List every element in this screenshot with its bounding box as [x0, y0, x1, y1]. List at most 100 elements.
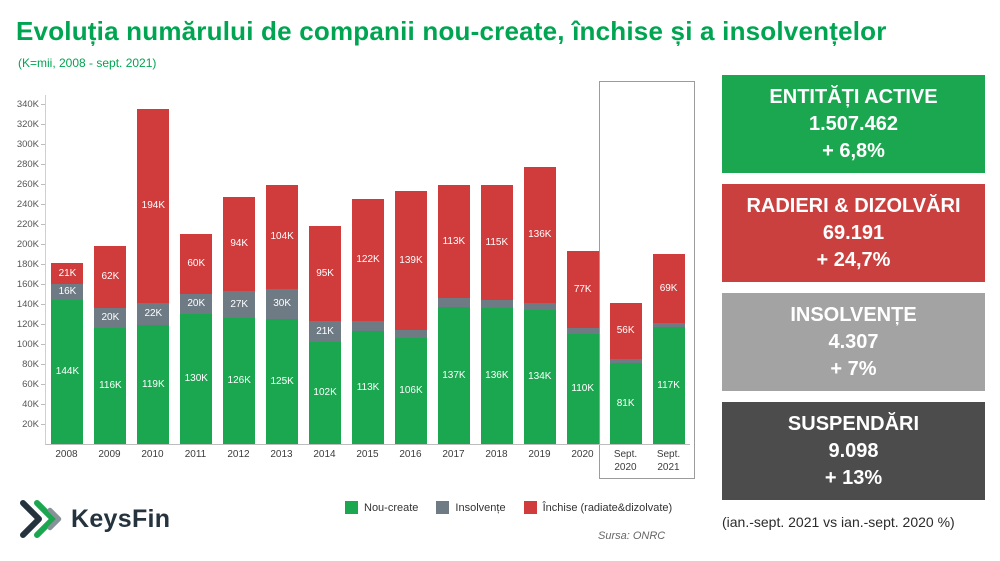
- segment-value-label: 81K: [616, 397, 635, 409]
- y-tick-label: 340K: [16, 99, 39, 110]
- segment-value-label: 62K: [101, 271, 120, 282]
- segment-insolvențe: 27K: [223, 291, 256, 318]
- segment-insolvențe: [566, 328, 599, 334]
- y-tick-mark: [41, 164, 45, 165]
- segment-value-label: 194K: [141, 200, 166, 211]
- bar-sept.-2021: 117K 69K: [647, 95, 690, 444]
- y-tick-mark: [41, 204, 45, 205]
- stacked-bar: 117K 69K: [652, 254, 685, 444]
- legend-label: Nou-create: [364, 501, 419, 514]
- comparison-footnote: (ian.-sept. 2021 vs ian.-sept. 2020 %): [722, 514, 955, 530]
- bar-2010: 119K 22K 194K: [132, 95, 175, 444]
- segment-închise-(radiate&dizolvate): 62K: [94, 246, 127, 308]
- segment-nou-create: 136K: [480, 308, 513, 444]
- stacked-bar: 137K 113K: [437, 185, 470, 444]
- bar-2018: 136K 115K: [475, 95, 518, 444]
- y-tick-mark: [41, 104, 45, 105]
- bar-2015: 113K 122K: [347, 95, 390, 444]
- segment-value-label: 136K: [485, 370, 509, 381]
- stat-change: + 7%: [830, 358, 877, 380]
- page-title: Evoluția numărului de companii nou-creat…: [16, 16, 887, 46]
- x-tick-label: 2014: [313, 449, 336, 460]
- y-tick-mark: [41, 304, 45, 305]
- y-tick-label: 80K: [22, 359, 39, 370]
- segment-insolvențe: [609, 359, 642, 363]
- x-tick-label: 2010: [141, 449, 164, 460]
- segment-închise-(radiate&dizolvate): 122K: [352, 199, 385, 321]
- y-tick-mark: [41, 224, 45, 225]
- segment-value-label: 27K: [230, 298, 249, 310]
- segment-value-label: 102K: [313, 387, 337, 398]
- segment-value-label: 122K: [356, 254, 380, 265]
- stat-value: 9.098: [828, 440, 879, 462]
- segment-insolvențe: 21K: [309, 321, 342, 342]
- segment-value-label: 139K: [399, 254, 423, 266]
- stats-panel: ENTITĂȚI ACTIVE 1.507.462 + 6,8% RADIERI…: [722, 75, 985, 530]
- stat-title: RADIERI & DIZOLVĂRI: [746, 195, 961, 217]
- stacked-bar: 116K 20K 62K: [94, 246, 127, 444]
- segment-value-label: 16K: [58, 286, 77, 297]
- y-tick-label: 20K: [22, 419, 39, 430]
- y-tick-label: 220K: [16, 219, 39, 230]
- segment-nou-create: 137K: [437, 307, 470, 444]
- segment-value-label: 126K: [227, 375, 251, 386]
- segment-value-label: 144K: [55, 366, 80, 377]
- segment-value-label: 30K: [273, 298, 292, 309]
- segment-value-label: 116K: [99, 380, 122, 391]
- segment-value-label: 94K: [230, 238, 249, 249]
- bar-sept.-2020: 81K 56K: [604, 95, 647, 444]
- y-tick-mark: [41, 384, 45, 385]
- y-tick-label: 120K: [16, 319, 39, 330]
- segment-value-label: 119K: [142, 378, 165, 390]
- y-tick-label: 280K: [16, 159, 39, 170]
- segment-value-label: 20K: [187, 298, 206, 309]
- bar-2019: 134K 136K: [518, 95, 561, 444]
- chart-legend: Nou-create Insolvențe Închise (radiate&diz…: [345, 501, 672, 514]
- segment-value-label: 110K: [571, 383, 595, 394]
- segment-value-label: 60K: [187, 258, 206, 269]
- segment-închise-(radiate&dizolvate): 95K: [309, 226, 342, 321]
- segment-nou-create: 116K: [94, 328, 127, 444]
- bar-2009: 116K 20K 62K: [89, 95, 132, 444]
- x-tick-label: 2017: [442, 449, 465, 460]
- segment-închise-(radiate&dizolvate): 139K: [394, 191, 427, 330]
- stacked-bar: 134K 136K: [523, 167, 556, 444]
- segment-value-label: 136K: [528, 229, 552, 240]
- segment-insolvențe: [523, 303, 556, 310]
- stat-box-entitati-active: ENTITĂȚI ACTIVE 1.507.462 + 6,8%: [722, 75, 985, 173]
- segment-nou-create: 144K: [51, 300, 84, 444]
- y-tick-label: 260K: [16, 179, 39, 190]
- legend-item-nou-create: Nou-create: [345, 501, 418, 514]
- bar-2012: 126K 27K 94K: [218, 95, 261, 444]
- bar-2016: 106K 139K: [390, 95, 433, 444]
- y-tick-mark: [41, 144, 45, 145]
- y-tick-mark: [41, 184, 45, 185]
- stacked-bar: 125K 30K 104K: [266, 185, 299, 444]
- stat-change: + 24,7%: [816, 249, 891, 271]
- y-tick-label: 300K: [16, 139, 39, 150]
- stat-change: + 13%: [824, 467, 883, 489]
- segment-value-label: 95K: [316, 267, 334, 279]
- x-axis-labels: 2008 2009 2010 2011 2012 2013 2014 2015 2016 2017…: [45, 449, 690, 474]
- segment-nou-create: 113K: [352, 331, 385, 444]
- stat-value: 69.191: [822, 222, 885, 244]
- segment-insolvențe: 30K: [266, 289, 299, 319]
- segment-insolvențe: [352, 321, 385, 331]
- y-tick-mark: [41, 284, 45, 285]
- sept-comparison-highlight-box: [599, 81, 695, 479]
- stacked-bar: 106K 139K: [394, 191, 427, 444]
- segment-insolvențe: [480, 300, 513, 308]
- bar-2014: 102K 21K 95K: [304, 95, 347, 444]
- segment-value-label: 104K: [270, 231, 294, 242]
- segment-nou-create: 130K: [180, 314, 213, 444]
- segment-value-label: 21K: [316, 325, 334, 337]
- bar-2020: 110K 77K: [561, 95, 604, 444]
- legend-label: Insolvențe: [455, 501, 506, 514]
- y-tick-mark: [41, 124, 45, 125]
- bar-2011: 130K 20K 60K: [175, 95, 218, 444]
- segment-nou-create: 102K: [309, 342, 342, 444]
- legend-swatch: [436, 501, 450, 514]
- legend-item-închise-(radiate&dizolvate): Închise (radiate&dizolvate): [523, 501, 672, 514]
- source-note: Sursa: ONRC: [598, 530, 666, 542]
- stat-box-suspendari: SUSPENDĂRI 9.098 + 13%: [722, 402, 985, 500]
